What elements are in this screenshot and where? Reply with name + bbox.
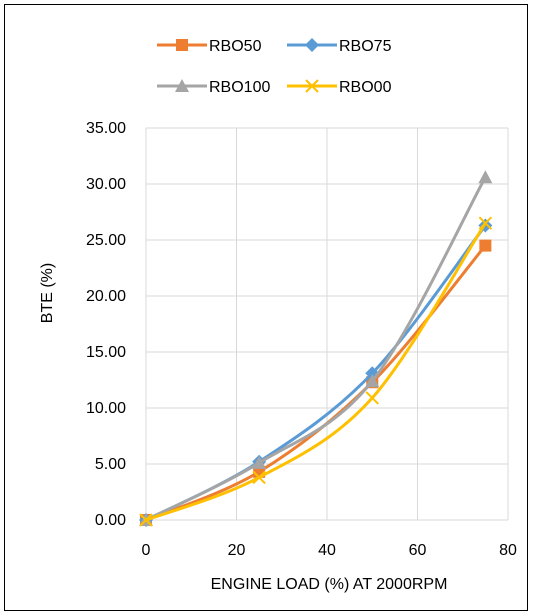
legend-item-rbo100: RBO100 [157,79,270,96]
data-point-rbo100 [365,374,380,388]
y-tick-label: 25.00 [86,232,126,249]
x-tick-label: 40 [318,542,336,559]
series-line-rbo100 [144,175,487,522]
legend-marker-rbo50 [176,39,188,51]
y-tick-label: 30.00 [86,176,126,193]
x-marker-stroke [139,513,153,527]
y-tick-label: 10.00 [86,400,126,417]
legend-marker-rbo00 [305,79,319,93]
x-axis-ticks: 0 20 40 60 80 [142,542,517,559]
data-point-rbo00 [478,216,493,230]
legend-item-rbo75: RBO75 [287,38,392,55]
y-tick-label: 35.00 [86,120,126,137]
legend-label: RBO100 [209,79,270,96]
x-tick-label: 60 [409,542,427,559]
series-line-rbo75 [144,223,487,522]
chart-frame [4,4,528,611]
legend-item-rbo50: RBO50 [157,38,262,55]
data-point-rbo00 [139,513,153,527]
series-line-rbo50 [144,244,487,522]
data-point-rbo50 [479,239,492,252]
x-tick-label: 80 [499,542,517,559]
series-line-rbo00 [144,221,487,522]
x-tick-label: 20 [228,542,246,559]
legend: RBO50 RBO75 RBO100 RBO00 [157,38,392,96]
legend-label: RBO75 [339,38,392,55]
y-axis-ticks: 0.00 5.00 10.00 15.00 20.00 25.00 30.00 35.00 [86,120,126,529]
x-tick-label: 0 [142,542,151,559]
y-tick-label: 0.00 [95,512,126,529]
y-tick-label: 5.00 [95,456,126,473]
data-point-rbo100 [478,170,493,184]
data-point-rbo00 [252,470,266,485]
x-marker-stroke [252,470,266,485]
legend-label: RBO00 [339,79,392,96]
y-tick-label: 20.00 [86,288,126,305]
x-marker-stroke [365,391,379,405]
x-marker-stroke [478,216,493,230]
legend-label: RBO50 [209,38,262,55]
y-tick-label: 15.00 [86,344,126,361]
y-axis-title: BTE (%) [39,263,56,323]
legend-item-rbo00: RBO00 [287,79,392,96]
series-lines [139,170,493,527]
legend-marker-rbo100 [175,79,189,92]
data-point-rbo00 [365,391,379,405]
legend-marker-rbo75 [305,38,319,52]
data-point-rbo100 [252,455,267,469]
x-marker-stroke [305,79,319,93]
grid-lines [145,127,509,521]
x-axis-title: ENGINE LOAD (%) AT 2000RPM [211,576,448,593]
